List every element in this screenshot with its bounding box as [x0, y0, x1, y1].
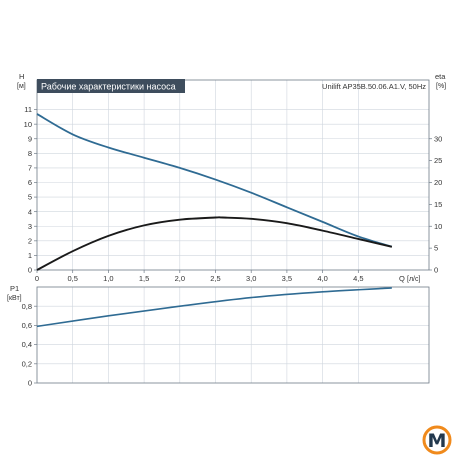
lower-plot-background [37, 287, 429, 383]
y2-axis-title: eta [435, 72, 446, 81]
efficiency-curve [36, 216, 393, 271]
power-plot: 0 0,2 0,4 0,6 0,8P1 [кВт] [7, 284, 430, 388]
y-tick-label: 9 [28, 134, 32, 143]
pump-model-label: Unilift AP35B.50.06.A1.V, 50Hz [322, 82, 426, 91]
x-tick-label: 4,5 [353, 274, 363, 283]
y-tick-label: 6 [28, 178, 32, 187]
y-axis-title: H [19, 72, 24, 81]
y2-tick-label: 25 [434, 156, 442, 165]
p1-tick-label: 0,8 [22, 302, 32, 311]
p1-tick-label: 0,2 [22, 359, 32, 368]
chart-title: Рабочие характеристики насоса [41, 82, 176, 92]
p1-tick-label: 0,4 [22, 340, 32, 349]
y-tick-label: 1 [28, 251, 32, 260]
y-tick-label: 3 [28, 222, 32, 231]
y-tick-label: 2 [28, 236, 32, 245]
x-tick-label: 3,5 [282, 274, 292, 283]
y-tick-label: 4 [28, 207, 32, 216]
x-tick-label: 1,0 [103, 274, 113, 283]
y-tick-label: 0 [28, 266, 32, 275]
logo-letter: M [428, 430, 447, 452]
x-tick-label: 0 [35, 274, 39, 283]
y2-tick-label: 10 [434, 222, 442, 231]
x-tick-label: 3,0 [246, 274, 256, 283]
chart-title-background [37, 79, 185, 93]
x-axis-unit: [л/с] [407, 276, 420, 283]
y-axis-unit: [м] [17, 83, 26, 90]
x-tick-label: 2,0 [175, 274, 185, 283]
chart-header: Рабочие характеристики насоса Unilift AP… [37, 79, 426, 93]
brand-logo: M [422, 425, 452, 455]
upper-plot-frame [36, 79, 430, 271]
y2-tick-label: 15 [434, 200, 442, 209]
y-tick-label: 5 [28, 193, 32, 202]
x-axis-title: Q [399, 274, 405, 283]
head-efficiency-plot: 0 1 2 3 4 5 6 7 8 9 10 11 0 5 10 15 20 25 30 0 0,5 1,0 1,5 2,0 2… [17, 72, 446, 283]
power-curve [36, 287, 392, 328]
p1-axis-title: P1 [10, 284, 19, 293]
y-tick-label: 8 [28, 149, 32, 158]
y2-tick-label: 5 [434, 244, 438, 253]
y-tick-label: 10 [24, 120, 32, 129]
x-tick-label: 4,0 [317, 274, 327, 283]
p1-axis-unit: [кВт] [7, 295, 22, 302]
p1-tick-label: 0 [28, 379, 32, 388]
x-tick-label: 2,5 [210, 274, 220, 283]
logo-ring [422, 425, 452, 455]
lower-plot-frame [36, 286, 430, 384]
y2-axis-unit: [%] [436, 83, 446, 90]
head-curve [36, 113, 393, 248]
p1-tick-label: 0,6 [22, 321, 32, 330]
y2-tick-label: 0 [434, 266, 438, 275]
y-tick-label: 11 [24, 105, 32, 114]
y2-tick-label: 30 [434, 134, 442, 143]
x-tick-label: 1,5 [139, 274, 149, 283]
y-tick-label: 7 [28, 164, 32, 173]
x-tick-label: 0,5 [67, 274, 77, 283]
y2-tick-label: 20 [434, 178, 442, 187]
